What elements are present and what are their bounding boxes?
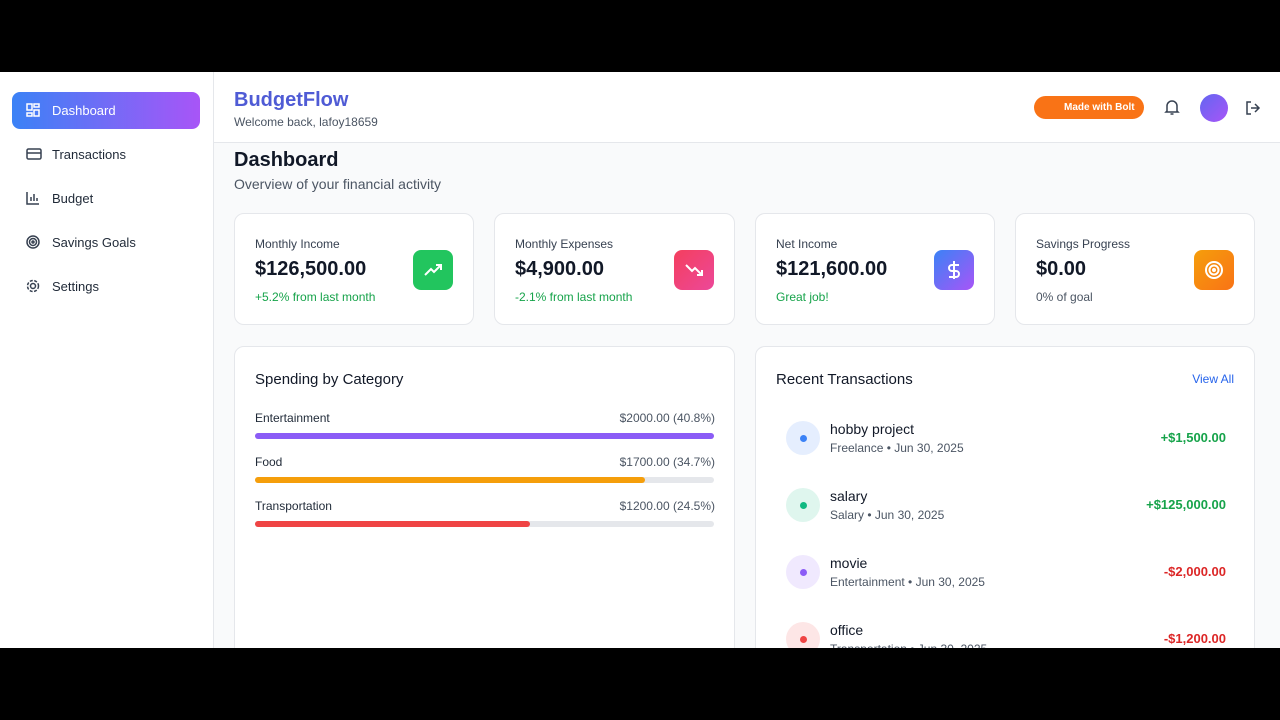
transaction-meta: Transportation • Jun 30, 2025: [830, 642, 987, 648]
stat-icon: [934, 250, 974, 290]
brand[interactable]: BudgetFlow: [234, 89, 349, 111]
nav-label: Savings Goals: [52, 235, 136, 250]
bar-track: [255, 477, 714, 483]
transaction-row: movie Entertainment • Jun 30, 2025 -$2,000…: [786, 555, 1226, 605]
category-dot: [786, 555, 820, 589]
card-title: Recent Transactions: [776, 371, 913, 388]
page-title: Dashboard: [234, 149, 339, 171]
transaction-name: hobby project: [830, 421, 915, 437]
category-name: Transportation: [255, 499, 332, 513]
nav-label: Dashboard: [52, 103, 116, 118]
view-all-link[interactable]: View All: [1192, 372, 1234, 386]
page-subtitle: Overview of your financial activity: [234, 176, 441, 192]
avatar[interactable]: [1200, 94, 1228, 122]
bar: [255, 521, 531, 527]
bar-track: [255, 521, 714, 527]
stat-card: Monthly Income $126,500.00 +5.2% from last…: [234, 213, 474, 325]
nav-item[interactable]: Transactions: [12, 136, 200, 173]
stat-card: Savings Progress $0.00 0% of goal: [1015, 213, 1255, 325]
badge-text: Made with Bolt: [1064, 102, 1135, 113]
stat-label: Monthly Expenses: [515, 237, 614, 251]
dot-core: [799, 434, 807, 442]
nav-label: Budget: [52, 191, 94, 206]
category-amount: $1700.00 (34.7%): [619, 455, 715, 469]
category-dot: [786, 421, 820, 455]
category-name: Food: [255, 455, 283, 469]
stat-value: $4,900.00: [515, 258, 604, 280]
bar: [255, 477, 646, 483]
logout-icon[interactable]: [1245, 100, 1261, 116]
stat-value: $0.00: [1036, 258, 1087, 280]
transaction-amount: +$1,500.00: [1160, 430, 1226, 445]
transaction-name: salary: [830, 488, 868, 504]
nav-label: Settings: [52, 279, 99, 294]
stat-note: +5.2% from last month: [255, 290, 376, 304]
stat-note: -2.1% from last month: [515, 290, 633, 304]
category-dot: [786, 622, 820, 648]
stat-card: Net Income $121,600.00 Great job!: [755, 213, 995, 325]
stat-icon: [1194, 250, 1234, 290]
header: BudgetFlow Welcome back, lafoy18659 Made…: [214, 72, 1280, 143]
card-title: Spending by Category: [255, 371, 404, 388]
dot-core: [799, 501, 807, 509]
nav-item[interactable]: Settings: [12, 268, 200, 305]
dot-core: [799, 635, 807, 643]
stat-note: 0% of goal: [1036, 290, 1093, 304]
transaction-name: movie: [830, 555, 868, 571]
category-dot: [786, 488, 820, 522]
category-row: Transportation $1200.00 (24.5%): [255, 499, 715, 529]
transaction-amount: -$1,200.00: [1163, 631, 1226, 646]
transaction-amount: -$2,000.00: [1163, 564, 1226, 579]
nav-item[interactable]: Dashboard: [12, 92, 200, 129]
category-name: Entertainment: [255, 411, 330, 425]
spending-card: Spending by Category Entertainment $2000.…: [234, 346, 735, 648]
category-row: Entertainment $2000.00 (40.8%): [255, 411, 715, 441]
nav-item[interactable]: Savings Goals: [12, 224, 200, 261]
transactions-card: Recent Transactions View All hobby proje…: [755, 346, 1255, 648]
transaction-name: office: [830, 622, 864, 638]
nav-label: Transactions: [52, 147, 126, 162]
stat-card: Monthly Expenses $4,900.00 -2.1% from last…: [494, 213, 735, 325]
bolt-badge[interactable]: Made with Bolt: [1034, 96, 1144, 119]
stat-label: Savings Progress: [1036, 237, 1131, 251]
sidebar: Dashboard Transactions Budget Savings Go…: [0, 72, 214, 648]
bar: [255, 433, 714, 439]
category-row: Food $1700.00 (34.7%): [255, 455, 715, 485]
transaction-row: salary Salary • Jun 30, 2025 +$125,000.00: [786, 488, 1226, 538]
stat-note: Great job!: [776, 290, 829, 304]
transaction-row: hobby project Freelance • Jun 30, 2025 +$1…: [786, 421, 1226, 471]
transaction-meta: Entertainment • Jun 30, 2025: [830, 575, 985, 589]
transaction-amount: +$125,000.00: [1146, 497, 1226, 512]
dot-core: [799, 568, 807, 576]
transaction-meta: Freelance • Jun 30, 2025: [830, 441, 964, 455]
stat-label: Net Income: [776, 237, 838, 251]
bar-track: [255, 433, 714, 439]
stat-label: Monthly Income: [255, 237, 340, 251]
stat-value: $126,500.00: [255, 258, 367, 280]
stat-icon: [413, 250, 453, 290]
nav-item[interactable]: Budget: [12, 180, 200, 217]
bell-icon[interactable]: [1164, 99, 1180, 116]
transaction-row: office Transportation • Jun 30, 2025 -$1,2…: [786, 622, 1226, 648]
category-amount: $2000.00 (40.8%): [619, 411, 715, 425]
stat-icon: [674, 250, 714, 290]
transaction-meta: Salary • Jun 30, 2025: [830, 508, 945, 522]
app: Dashboard Transactions Budget Savings Go…: [0, 72, 1280, 648]
stat-value: $121,600.00: [776, 258, 888, 280]
welcome: Welcome back, lafoy18659: [234, 115, 378, 129]
category-amount: $1200.00 (24.5%): [619, 499, 715, 513]
